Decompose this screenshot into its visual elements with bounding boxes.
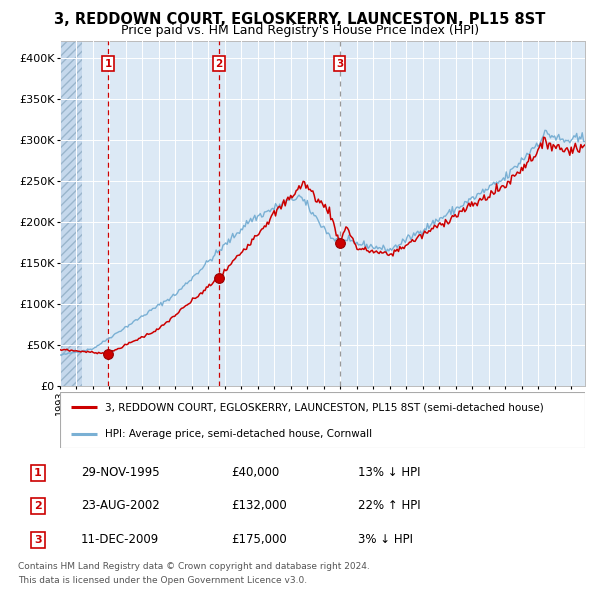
Text: 2: 2	[34, 501, 42, 511]
Text: 13% ↓ HPI: 13% ↓ HPI	[358, 466, 420, 480]
Text: 2: 2	[215, 59, 223, 68]
Text: This data is licensed under the Open Government Licence v3.0.: This data is licensed under the Open Gov…	[18, 576, 307, 585]
FancyBboxPatch shape	[60, 392, 585, 448]
Bar	[60, 41, 82, 386]
Text: Contains HM Land Registry data © Crown copyright and database right 2024.: Contains HM Land Registry data © Crown c…	[18, 562, 370, 571]
Text: 1: 1	[34, 468, 42, 478]
Text: £175,000: £175,000	[231, 533, 287, 546]
Text: 23-AUG-2002: 23-AUG-2002	[81, 499, 160, 513]
Text: 11-DEC-2009: 11-DEC-2009	[81, 533, 160, 546]
Text: 3: 3	[34, 535, 42, 545]
Text: 29-NOV-1995: 29-NOV-1995	[81, 466, 160, 480]
Text: £132,000: £132,000	[231, 499, 287, 513]
Text: HPI: Average price, semi-detached house, Cornwall: HPI: Average price, semi-detached house,…	[104, 430, 372, 440]
Text: £40,000: £40,000	[231, 466, 279, 480]
Text: 1: 1	[104, 59, 112, 68]
Text: 3: 3	[336, 59, 343, 68]
Text: 22% ↑ HPI: 22% ↑ HPI	[358, 499, 420, 513]
Text: Price paid vs. HM Land Registry's House Price Index (HPI): Price paid vs. HM Land Registry's House …	[121, 24, 479, 37]
Text: 3, REDDOWN COURT, EGLOSKERRY, LAUNCESTON, PL15 8ST (semi-detached house): 3, REDDOWN COURT, EGLOSKERRY, LAUNCESTON…	[104, 402, 544, 412]
Text: 3, REDDOWN COURT, EGLOSKERRY, LAUNCESTON, PL15 8ST: 3, REDDOWN COURT, EGLOSKERRY, LAUNCESTON…	[55, 12, 545, 27]
Text: 3% ↓ HPI: 3% ↓ HPI	[358, 533, 413, 546]
